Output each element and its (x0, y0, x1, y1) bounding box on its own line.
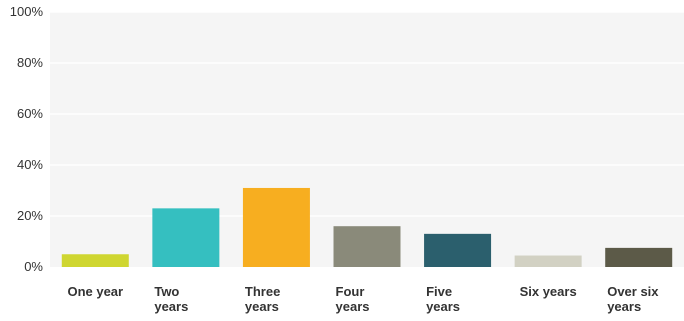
x-tick-label-line: Two (154, 284, 179, 299)
y-tick-label: 100% (10, 4, 44, 19)
y-axis-ticks: 0% 20% 40% 60% 80% 100% (10, 4, 44, 274)
bars (61, 187, 673, 267)
x-tick-label-line: years (154, 299, 188, 314)
x-tick-label: Three years (245, 284, 280, 314)
x-tick-label: Five years (426, 284, 460, 314)
x-tick-label: Six years (520, 284, 577, 299)
x-tick-label-line: years (607, 299, 641, 314)
x-tick-label-line: Six years (520, 284, 577, 299)
x-tick-label: Two years (154, 284, 188, 314)
x-tick-label-line: years (336, 299, 370, 314)
x-tick-label-line: years (245, 299, 279, 314)
bar (424, 233, 492, 267)
x-tick-label-line: years (426, 299, 460, 314)
x-tick-label-line: Five (426, 284, 452, 299)
y-tick-label: 40% (17, 157, 43, 172)
bar (242, 187, 310, 267)
bar (61, 254, 129, 267)
bar (605, 247, 673, 267)
bar (152, 208, 220, 267)
x-tick-label: Over six years (607, 284, 659, 314)
bar (333, 226, 401, 267)
y-tick-label: 20% (17, 208, 43, 223)
y-tick-label: 60% (17, 106, 43, 121)
x-tick-label-line: One year (67, 284, 123, 299)
x-tick-label-line: Over six (607, 284, 659, 299)
y-tick-label: 80% (17, 55, 43, 70)
x-tick-label-line: Three (245, 284, 280, 299)
x-tick-label: Four years (336, 284, 370, 314)
x-tick-label: One year (67, 284, 123, 299)
bar (514, 255, 582, 267)
y-tick-label: 0% (24, 259, 43, 274)
x-tick-label-line: Four (336, 284, 365, 299)
